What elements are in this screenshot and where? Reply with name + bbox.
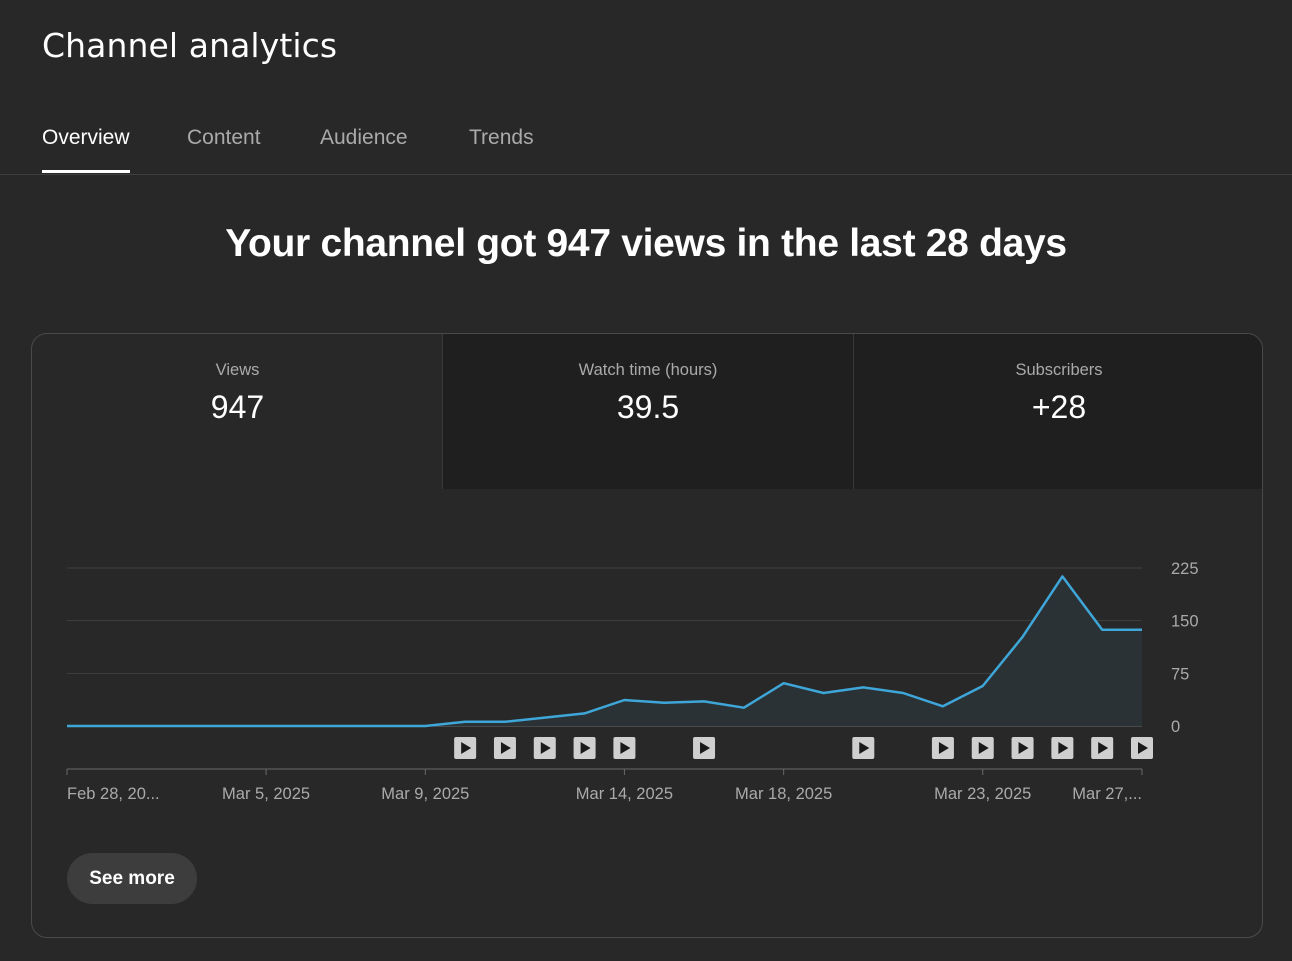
play-icon bbox=[1018, 742, 1029, 754]
video-marker[interactable] bbox=[693, 737, 716, 759]
play-icon bbox=[580, 742, 591, 754]
video-marker[interactable] bbox=[1051, 737, 1074, 759]
play-icon bbox=[1058, 742, 1069, 754]
tab-bar: Overview Content Audience Trends bbox=[0, 104, 1292, 175]
analytics-card: Views 947 Watch time (hours) 39.5 Subscr… bbox=[31, 333, 1263, 938]
x-tick-label: Mar 18, 2025 bbox=[735, 785, 832, 803]
video-marker[interactable] bbox=[533, 737, 556, 759]
video-marker[interactable] bbox=[1011, 737, 1034, 759]
x-tick-label: Mar 9, 2025 bbox=[381, 785, 469, 803]
video-marker[interactable] bbox=[1131, 737, 1153, 759]
tab-overview[interactable]: Overview bbox=[42, 126, 130, 173]
play-icon bbox=[1098, 742, 1109, 754]
play-icon bbox=[938, 742, 949, 754]
x-tick-label: Mar 23, 2025 bbox=[934, 785, 1031, 803]
metric-tab-watch-time[interactable]: Watch time (hours) 39.5 bbox=[442, 334, 853, 489]
play-icon bbox=[620, 742, 631, 754]
see-more-button[interactable]: See more bbox=[67, 853, 197, 904]
video-marker[interactable] bbox=[493, 737, 516, 759]
tab-audience[interactable]: Audience bbox=[320, 126, 408, 149]
play-icon bbox=[700, 742, 711, 754]
views-line bbox=[67, 575, 1142, 728]
play-icon bbox=[978, 742, 989, 754]
play-icon bbox=[1138, 742, 1148, 754]
metric-value: 947 bbox=[210, 389, 265, 425]
metric-tabs: Views 947 Watch time (hours) 39.5 Subscr… bbox=[32, 334, 1262, 489]
metric-tab-subscribers[interactable]: Subscribers +28 bbox=[853, 334, 1262, 489]
x-tick-label: Feb 28, 20... bbox=[67, 785, 160, 803]
metric-label: Subscribers bbox=[1015, 361, 1103, 379]
video-marker[interactable] bbox=[613, 737, 636, 759]
y-tick-label: 0 bbox=[1171, 718, 1180, 736]
video-marker[interactable] bbox=[852, 737, 875, 759]
metric-value: +28 bbox=[1031, 389, 1087, 425]
tab-trends[interactable]: Trends bbox=[469, 126, 534, 149]
views-area bbox=[67, 576, 1142, 726]
x-tick-label: Mar 14, 2025 bbox=[576, 785, 673, 803]
page-title: Channel analytics bbox=[42, 26, 338, 65]
play-icon bbox=[500, 742, 511, 754]
metric-label: Watch time (hours) bbox=[578, 361, 718, 379]
tab-content[interactable]: Content bbox=[187, 126, 261, 149]
video-marker[interactable] bbox=[454, 737, 477, 759]
metric-value: 39.5 bbox=[616, 389, 680, 425]
video-marker[interactable] bbox=[573, 737, 596, 759]
play-icon bbox=[859, 742, 870, 754]
headline: Your channel got 947 views in the last 2… bbox=[225, 222, 1067, 265]
play-icon bbox=[461, 742, 472, 754]
x-tick-label: Mar 27,... bbox=[1072, 785, 1142, 803]
video-marker[interactable] bbox=[971, 737, 994, 759]
metric-tab-views[interactable]: Views 947 bbox=[32, 334, 443, 489]
video-marker[interactable] bbox=[931, 737, 954, 759]
y-tick-label: 75 bbox=[1171, 665, 1189, 683]
metric-label: Views bbox=[215, 361, 260, 379]
play-icon bbox=[540, 742, 551, 754]
video-marker[interactable] bbox=[1091, 737, 1114, 759]
views-chart: 0 75 150 225 Feb 28, 20... Mar 5, 2025 Mar 9, … bbox=[66, 560, 1199, 803]
y-tick-label: 225 bbox=[1171, 560, 1199, 578]
y-tick-label: 150 bbox=[1171, 613, 1199, 631]
x-tick-label: Mar 5, 2025 bbox=[222, 785, 310, 803]
